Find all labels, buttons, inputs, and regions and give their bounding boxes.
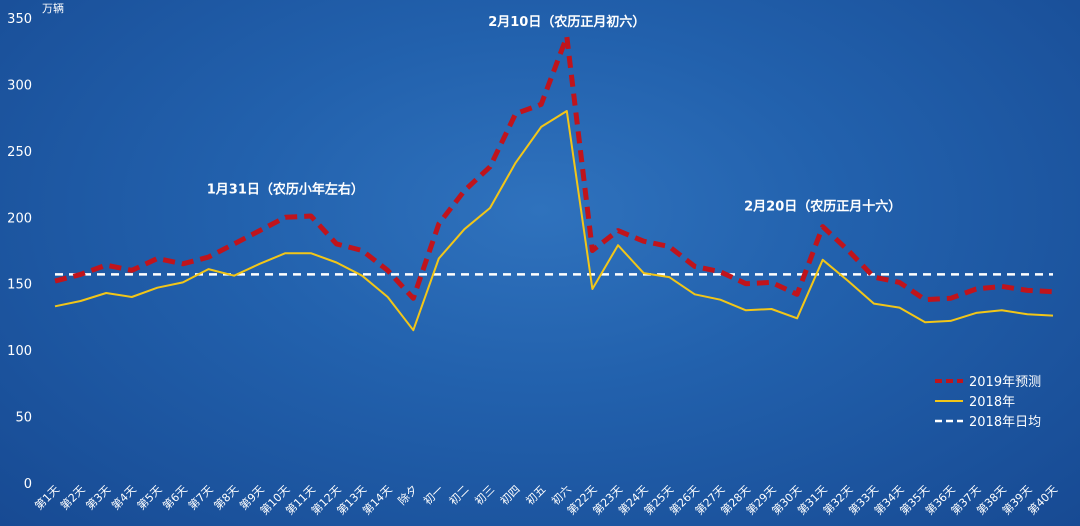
series-layer [54,34,1054,332]
legend-label: 2019年预测 [969,375,1041,390]
x-tick-label: 第8天 [211,482,241,512]
x-tick-label: 第14天 [359,482,394,517]
y-tick-label: 150 [7,278,32,293]
x-tick-label: 第5天 [134,482,164,512]
x-axis: 第1天第2天第3天第4天第5天第6天第7天第8天第9天第10天第11天第12天第… [32,482,1060,517]
x-tick-label: 初二 [446,482,471,507]
x-tick-label: 第4天 [108,482,138,512]
annotation-label: 2月20日（农历正月十六） [744,199,901,215]
x-tick-label: 第6天 [160,482,190,512]
legend-label: 2018年 [969,395,1015,410]
x-tick-label: 初一 [421,482,446,507]
annotation-label: 2月10日（农历正月初六） [488,14,645,30]
x-tick-label: 第7天 [185,482,215,512]
y-axis-unit-label: 万辆 [42,1,64,15]
y-tick-label: 0 [24,477,32,492]
y-axis: 0 50 100 150 200 250 300 350 [7,12,32,492]
legend: 2019年预测 2018年 2018年日均 [935,375,1041,430]
x-tick-label: 初四 [497,482,522,507]
annotations: 1月31日（农历小年左右） 2月10日（农历正月初六） 2月20日（农历正月十六） [207,14,902,215]
legend-label: 2018年日均 [969,415,1041,430]
annotation-label: 1月31日（农历小年左右） [207,181,364,197]
y-tick-label: 300 [7,78,32,93]
y-tick-label: 350 [7,12,32,27]
x-tick-label: 初三 [472,482,497,507]
x-tick-label: 第1天 [32,482,62,512]
x-tick-label: 初五 [523,482,548,507]
series-line-2018 [54,110,1054,332]
y-tick-label: 100 [7,344,32,359]
x-tick-label: 除夕 [395,482,420,507]
y-tick-label: 50 [15,411,32,426]
y-tick-label: 250 [7,145,32,160]
y-tick-label: 200 [7,211,32,226]
x-tick-label: 第3天 [83,482,113,512]
x-tick-label: 第40天 [1025,482,1060,517]
x-tick-label: 第2天 [57,482,87,512]
series-line-2019-forecast [54,34,1054,303]
